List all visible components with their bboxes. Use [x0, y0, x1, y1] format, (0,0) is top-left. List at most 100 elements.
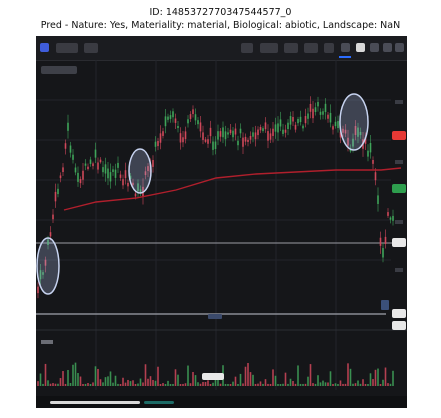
volume-bar: [334, 383, 337, 386]
plus-icon[interactable]: [341, 43, 350, 52]
candle-body: [347, 137, 349, 146]
candle-body: [159, 133, 162, 143]
chart-logo-icon[interactable]: [40, 43, 49, 52]
symbol-legend: [41, 66, 77, 74]
volume-bar: [117, 383, 119, 386]
candle-body: [137, 183, 139, 192]
candle-body: [94, 149, 97, 158]
bottom-tab[interactable]: [50, 401, 140, 404]
candle-body: [97, 162, 99, 170]
candle-body: [57, 188, 59, 195]
candle-body: [279, 119, 282, 127]
pane-handle: [208, 314, 222, 319]
volume-bar: [47, 380, 49, 386]
price-axis-label: [395, 100, 403, 104]
candle-body: [299, 116, 302, 123]
volume-bar: [94, 366, 97, 386]
volume-bar: [217, 378, 219, 386]
candle-body: [69, 145, 72, 153]
volume-bar: [154, 380, 157, 386]
camera-icon[interactable]: [356, 43, 365, 52]
candle-body: [179, 133, 182, 143]
candle-body: [89, 159, 92, 164]
highlight-circle: [128, 148, 152, 194]
candle-body: [64, 143, 67, 149]
settings-icon[interactable]: [370, 43, 379, 52]
volume-bar: [257, 383, 259, 386]
volume-bar: [122, 377, 124, 386]
volume-bar: [57, 383, 59, 386]
candle-body: [199, 122, 202, 132]
volume-bar: [139, 378, 142, 386]
chart-toolbar: [36, 36, 407, 61]
layout-icon[interactable]: [383, 43, 392, 52]
candle-body: [119, 174, 122, 178]
candle-body: [59, 175, 62, 179]
candle-body: [182, 137, 184, 143]
volume-bar: [314, 383, 317, 386]
volume-bar: [177, 374, 179, 386]
candle-body: [217, 131, 219, 140]
volume-bar: [107, 376, 109, 386]
candle-body: [227, 132, 229, 135]
candle-body: [322, 111, 324, 115]
volume-bar: [52, 383, 54, 386]
candle-body: [262, 128, 264, 132]
bottom-tab-secondary[interactable]: [144, 401, 174, 404]
volume-bar: [359, 383, 362, 386]
volume-bar: [312, 383, 314, 386]
candle-body: [352, 138, 354, 147]
candle-body: [242, 137, 244, 147]
volume-bar: [317, 375, 319, 386]
volume-bar: [152, 379, 154, 386]
candle-body: [387, 212, 389, 216]
volume-bar: [37, 381, 39, 386]
candle-body: [102, 167, 104, 173]
volume-bar: [254, 383, 257, 386]
toolbar-button-5[interactable]: [324, 43, 334, 53]
candle-body: [174, 118, 177, 123]
candle-body: [204, 139, 207, 142]
candle-body: [214, 141, 217, 150]
candle-body: [169, 115, 172, 119]
volume-bar: [59, 378, 62, 386]
candle-body: [132, 182, 134, 185]
toolbar-button-1[interactable]: [241, 43, 253, 53]
volume-bar: [352, 383, 354, 386]
candle-body: [127, 182, 129, 187]
candle-body: [259, 127, 262, 131]
volume-bar: [187, 365, 189, 386]
fullscreen-icon[interactable]: [395, 43, 404, 52]
toolbar-button-3[interactable]: [284, 43, 298, 53]
candle-body: [382, 248, 384, 258]
candle-body: [49, 232, 52, 237]
candle-body: [79, 178, 82, 184]
volume-bar: [72, 364, 74, 386]
chart-screenshot: [36, 36, 407, 408]
candle-body: [44, 259, 47, 266]
volume-bar: [309, 364, 312, 386]
candle-body: [307, 113, 309, 119]
toolbar-button-4[interactable]: [304, 43, 318, 53]
candle-body: [162, 131, 164, 136]
volume-bar: [259, 381, 262, 386]
interval-button[interactable]: [84, 43, 98, 53]
volume-bar: [269, 383, 272, 386]
candle-body: [54, 191, 57, 202]
candle-body: [67, 122, 69, 131]
volume-bar: [194, 375, 197, 386]
toolbar-button-2[interactable]: [260, 43, 278, 53]
volume-bar: [144, 364, 147, 386]
volume-bar: [362, 379, 364, 386]
volume-bar: [224, 383, 227, 386]
volume-bar: [124, 382, 127, 386]
price-chart[interactable]: [36, 60, 407, 396]
candle-body: [274, 124, 277, 132]
candle-body: [257, 129, 259, 136]
volume-bar: [39, 373, 42, 386]
symbol-search-button[interactable]: [56, 43, 78, 53]
volume-bar: [242, 383, 244, 386]
volume-bar: [109, 371, 112, 386]
candle-body: [194, 114, 197, 121]
average-price-line: [63, 167, 402, 211]
